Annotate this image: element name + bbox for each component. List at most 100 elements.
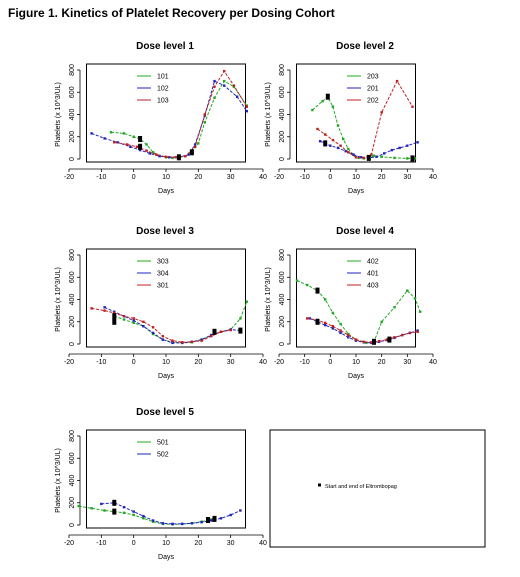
- eltrombopag-marker: [112, 313, 117, 320]
- eltrombopag-marker: [410, 155, 415, 162]
- data-point-301: [132, 317, 135, 320]
- data-point-301: [151, 326, 155, 329]
- eltrombopag-marker: [315, 287, 320, 294]
- data-point-101: [213, 96, 216, 99]
- legend-label-102: 102: [157, 86, 169, 93]
- data-point-501: [77, 504, 80, 508]
- y-tick-label: 0: [69, 523, 76, 527]
- data-point-201: [398, 146, 401, 150]
- data-point-402: [393, 306, 396, 309]
- data-point-301: [181, 341, 184, 344]
- eltrombopag-marker: [112, 499, 117, 506]
- y-tick-label: 0: [279, 157, 286, 161]
- data-point-502: [171, 522, 174, 526]
- eltrombopag-marker: [112, 318, 117, 325]
- data-point-102: [193, 143, 197, 146]
- data-point-102: [148, 152, 151, 155]
- x-tick-label: 20: [194, 359, 202, 366]
- y-tick-label: 0: [69, 342, 76, 346]
- y-tick-label: 0: [279, 342, 286, 346]
- data-point-201: [383, 152, 386, 155]
- data-point-201: [375, 155, 378, 158]
- y-tick-label: 800: [279, 249, 286, 261]
- data-point-303: [239, 317, 242, 320]
- series-line-103: [114, 70, 248, 158]
- y-tick-label: 600: [69, 86, 76, 98]
- data-point-303: [122, 318, 126, 321]
- data-point-203: [311, 108, 314, 112]
- data-point-103: [223, 69, 226, 73]
- y-tick-label: 800: [69, 430, 76, 442]
- data-point-203: [380, 155, 383, 158]
- data-point-201: [318, 140, 322, 143]
- legend-label-203: 203: [367, 74, 379, 81]
- data-point-202: [339, 144, 342, 147]
- data-point-203: [336, 124, 340, 127]
- data-point-501: [122, 511, 126, 514]
- data-point-103: [126, 143, 129, 146]
- x-axis-label: Days: [158, 373, 174, 380]
- plot-frame: [296, 248, 416, 348]
- plot-frame: [86, 63, 246, 163]
- chart-panel-1: Dose level 1 -20 -10 0 10 20 30 40 Days 0 200 400 60…: [55, 41, 267, 195]
- data-point-102: [168, 156, 171, 159]
- data-point-301: [161, 335, 164, 338]
- data-point-403: [408, 331, 412, 335]
- data-point-401: [331, 327, 335, 330]
- x-tick-label: -10: [300, 359, 310, 366]
- y-tick-label: 600: [69, 271, 76, 283]
- x-tick-label: 10: [162, 540, 170, 547]
- x-tick-label: 10: [162, 174, 170, 181]
- chart-panel-4: Dose level 4 -20 -10 0 10 20 30 40 Days 0 200 400 60…: [265, 226, 437, 380]
- data-point-502: [161, 522, 164, 525]
- data-point-202: [362, 156, 365, 160]
- panel-title: Dose level 2: [336, 41, 394, 52]
- data-point-101: [132, 135, 135, 138]
- data-point-402: [413, 297, 417, 300]
- legend-label-401: 401: [367, 271, 379, 278]
- data-point-101: [203, 121, 206, 124]
- data-point-403: [354, 338, 358, 341]
- x-tick-label: -20: [274, 359, 284, 366]
- data-point-502: [142, 514, 145, 518]
- legend-label-501: 501: [157, 440, 169, 447]
- data-point-202: [347, 151, 350, 154]
- data-point-502: [190, 522, 194, 525]
- x-tick-label: 20: [378, 359, 386, 366]
- eltrombopag-marker: [212, 515, 217, 522]
- y-tick-label: 600: [279, 86, 286, 98]
- x-tick-label: 0: [132, 174, 136, 181]
- data-point-102: [235, 95, 239, 98]
- data-point-402: [365, 341, 368, 345]
- data-point-301: [229, 328, 232, 332]
- data-point-301: [200, 339, 203, 342]
- chart-panel-5: Dose level 5 -20 -10 0 10 20 30 40 Days 0 200 400 60…: [55, 407, 267, 561]
- x-tick-label: -10: [96, 174, 106, 181]
- x-tick-label: 40: [259, 359, 267, 366]
- data-point-303: [245, 300, 248, 303]
- x-tick-label: 30: [227, 540, 235, 547]
- data-point-301: [219, 330, 223, 333]
- eltrombopag-marker: [238, 327, 243, 334]
- data-point-203: [413, 157, 417, 160]
- data-point-102: [245, 110, 248, 113]
- data-point-101: [151, 151, 155, 154]
- data-point-203: [331, 105, 335, 108]
- y-axis-label: Platelets (x 10^3/UL): [265, 82, 272, 147]
- key-box-frame: [269, 429, 486, 548]
- x-tick-label: -10: [96, 540, 106, 547]
- eltrombopag-marker: [189, 149, 194, 156]
- x-tick-label: 40: [429, 359, 437, 366]
- y-axis-label: Platelets (x 10^3/UL): [55, 448, 62, 513]
- data-point-103: [174, 156, 177, 159]
- panel-title: Dose level 1: [136, 41, 194, 52]
- data-point-102: [129, 145, 132, 148]
- y-axis-label: Platelets (x 10^3/UL): [265, 267, 272, 332]
- data-point-102: [158, 155, 161, 158]
- data-point-101: [197, 142, 200, 145]
- legend-label-303: 303: [157, 259, 169, 266]
- data-point-101: [145, 143, 148, 146]
- data-point-403: [324, 321, 327, 325]
- eltrombopag-marker: [138, 136, 143, 142]
- x-tick-label: -10: [300, 174, 310, 181]
